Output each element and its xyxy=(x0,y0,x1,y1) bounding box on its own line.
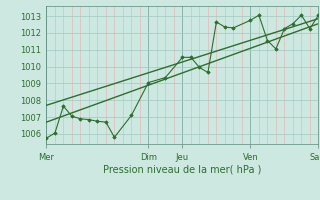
X-axis label: Pression niveau de la mer( hPa ): Pression niveau de la mer( hPa ) xyxy=(103,165,261,175)
